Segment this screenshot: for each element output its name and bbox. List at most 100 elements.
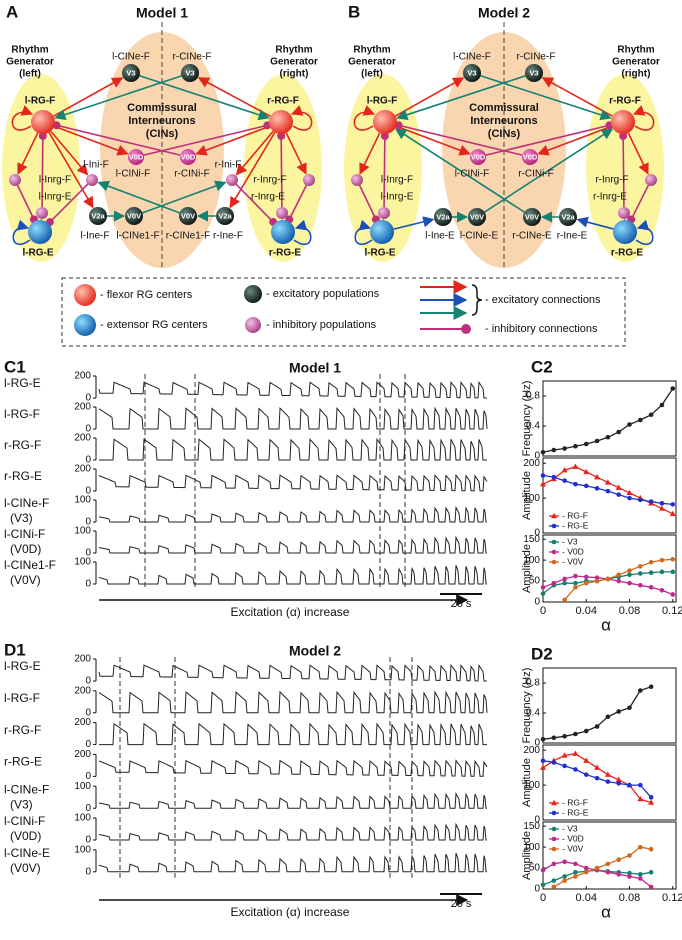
- population-type: V2a: [436, 212, 450, 221]
- connection: [393, 216, 435, 230]
- population-label: r-Ini-F: [215, 160, 242, 171]
- rg-region: [344, 74, 422, 262]
- legend-label: - V3: [562, 536, 578, 546]
- point: [572, 463, 579, 469]
- y-tick-label: 100: [74, 557, 91, 568]
- population-type: V0D: [181, 152, 196, 161]
- population-label: l-CINi-F: [455, 169, 489, 180]
- x-tick-label: 0.12: [662, 892, 682, 904]
- y-tick-label: 0: [85, 866, 91, 877]
- point: [616, 857, 621, 862]
- legend-label: - RG-E: [562, 807, 589, 817]
- point: [626, 489, 633, 496]
- point: [638, 582, 643, 588]
- population: [180, 149, 196, 165]
- point: [594, 438, 600, 444]
- legend-text: - excitatory connections: [485, 294, 601, 306]
- y-tick-label: 0: [534, 884, 540, 895]
- population-label: l-Inrg-E: [381, 192, 414, 203]
- point: [562, 859, 567, 865]
- point: [605, 869, 611, 875]
- trace-label: (V3): [10, 511, 33, 525]
- panel-title: Model 1: [289, 360, 341, 376]
- legend-excitatory-icon: [244, 285, 262, 303]
- x-tick-label: 0.08: [619, 605, 640, 617]
- point: [540, 591, 546, 596]
- population-label: r-Ine-E: [557, 231, 588, 242]
- y-tick-label: 0: [534, 451, 540, 462]
- trace-label: (V0D): [10, 542, 41, 556]
- legend-text: - extensor RG centers: [100, 319, 208, 331]
- connection: [50, 130, 89, 176]
- y-tick-label: 0.8: [526, 391, 540, 402]
- point: [605, 488, 611, 494]
- y-axis-label: Amplitude: [521, 544, 533, 593]
- population-type: V0V: [525, 212, 539, 221]
- group-label: Rhythm: [617, 45, 654, 56]
- point: [638, 564, 643, 569]
- point: [627, 495, 632, 501]
- point: [594, 775, 600, 781]
- legend-label: - V0V: [562, 556, 584, 566]
- point: [551, 539, 557, 545]
- point: [648, 585, 654, 590]
- x-axis-label: α: [601, 615, 611, 634]
- legend-label: - RG-F: [562, 797, 588, 807]
- point: [551, 447, 557, 453]
- y-tick-label: 200: [74, 685, 91, 696]
- y-axis-label: Frequency (Hz): [521, 381, 533, 457]
- population: [370, 220, 394, 244]
- population: [351, 174, 363, 186]
- y-tick-label: 0: [85, 548, 91, 559]
- population: [125, 207, 143, 225]
- population-label: l-CINe-F: [112, 52, 150, 63]
- point: [562, 446, 567, 451]
- population-label: r-CINi-F: [518, 169, 554, 180]
- population-label: r-CINe1-F: [166, 231, 210, 242]
- y-tick-label: 0.4: [526, 708, 540, 719]
- y-tick-label: 200: [523, 745, 540, 756]
- y-tick-label: 0: [85, 486, 91, 497]
- trace: [98, 505, 487, 523]
- panel-title: Model 2: [289, 643, 341, 659]
- point: [605, 861, 611, 867]
- population: [216, 207, 234, 225]
- group-label: Rhythm: [353, 45, 390, 56]
- trace-label: l-CINe-E: [4, 846, 50, 860]
- point: [573, 731, 578, 737]
- point: [551, 580, 557, 586]
- y-tick-label: 200: [74, 433, 91, 444]
- point: [605, 434, 611, 440]
- point: [638, 688, 643, 693]
- point: [594, 724, 600, 729]
- point: [551, 760, 557, 765]
- point: [583, 865, 589, 871]
- population-label: r-RG-F: [609, 96, 641, 107]
- panel-letter: D1: [4, 640, 26, 659]
- series-line: [553, 846, 652, 888]
- point: [551, 799, 557, 806]
- legend-flexor-icon: [74, 284, 96, 306]
- y-tick-label: 150: [523, 821, 540, 832]
- population: [611, 110, 635, 134]
- self-loop: [632, 105, 655, 131]
- point: [583, 580, 589, 586]
- population: [276, 207, 288, 219]
- x-tick-label: 0.04: [576, 605, 597, 617]
- population: [470, 149, 486, 165]
- population: [303, 174, 315, 186]
- self-loop: [353, 105, 376, 131]
- connection: [45, 183, 89, 227]
- point: [594, 578, 600, 584]
- point: [561, 467, 568, 473]
- y-tick-label: 200: [74, 464, 91, 475]
- y-tick-label: 0.4: [526, 421, 540, 432]
- legend-label: - RG-F: [562, 510, 588, 520]
- population: [271, 220, 295, 244]
- point: [616, 492, 621, 497]
- connection: [52, 121, 181, 156]
- point: [627, 782, 632, 788]
- point: [540, 764, 546, 770]
- population-type: V3: [126, 68, 135, 77]
- population: [179, 207, 197, 225]
